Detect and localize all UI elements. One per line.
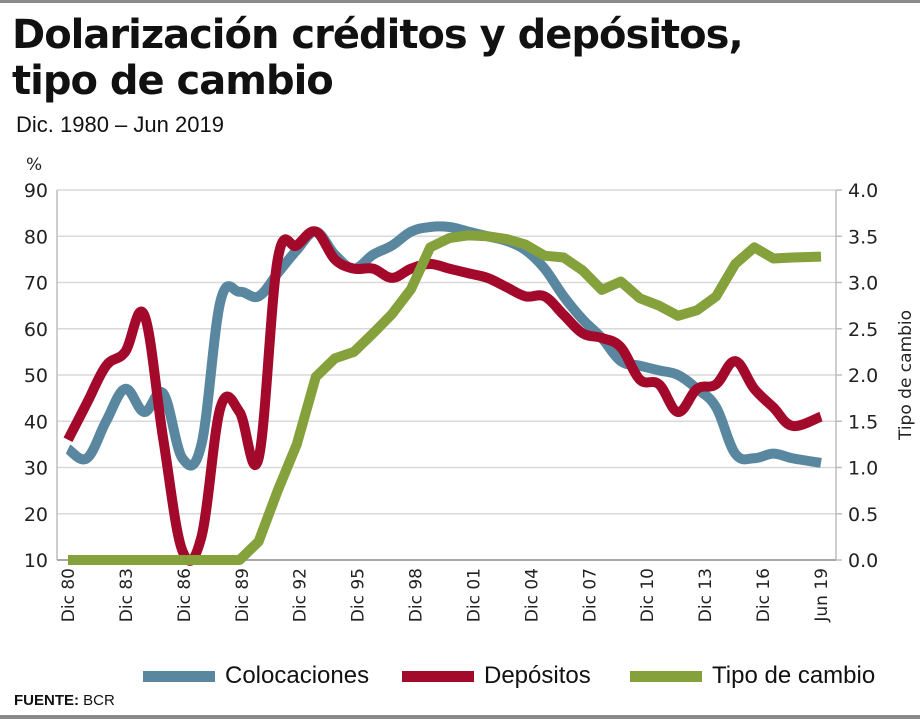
- x-tick-label: Dic 89: [233, 568, 253, 622]
- y-tick-left-label: 40: [24, 411, 48, 433]
- top-border: [0, 0, 920, 3]
- source-note: FUENTE: BCR: [14, 692, 115, 709]
- bottom-border: [0, 715, 920, 719]
- y-tick-right-label: 2.0: [848, 365, 878, 387]
- y-tick-right-label: 1.0: [848, 458, 878, 480]
- gridlines: [57, 189, 836, 515]
- y-axis-right-ticks: 4.0 3.5 3.0 2.5 2.0 1.5 1.0 0.5 0.0: [848, 180, 878, 572]
- y-tick-right-label: 4.0: [848, 180, 878, 202]
- y-tick-left-label: 30: [24, 458, 48, 480]
- series-line-tipo-de-cambio: [68, 230, 822, 565]
- legend-item-colocaciones: Colocaciones: [143, 662, 369, 690]
- y-axis-right-label: Tipo de cambio: [896, 310, 916, 441]
- x-tick-label: Dic 04: [522, 568, 542, 622]
- chart-subtitle: Dic. 1980 – Jun 2019: [16, 112, 224, 137]
- x-tick-label: Dic 92: [291, 568, 311, 622]
- legend-swatch-colocaciones: [143, 670, 215, 682]
- legend: Colocaciones Depósitos Tipo de cambio: [0, 662, 920, 692]
- x-tick-label: Dic 07: [580, 568, 600, 622]
- y-tick-left-label: 20: [24, 504, 48, 526]
- legend-swatch-depositos: [402, 670, 474, 682]
- chart-title-line2: tipo de cambio: [12, 58, 334, 104]
- legend-item-depositos: Depósitos: [402, 662, 591, 690]
- y-tick-left-label: 50: [24, 365, 48, 387]
- source-value: BCR: [79, 692, 115, 709]
- y-tick-right-label: 0.5: [848, 504, 878, 526]
- legend-swatch-tipo-de-cambio: [630, 670, 702, 682]
- series-lines: [63, 221, 823, 566]
- x-tick-label: Dic 13: [696, 568, 716, 622]
- legend-label-colocaciones: Colocaciones: [225, 662, 370, 689]
- x-tick-label: Dic 83: [117, 568, 137, 622]
- y-axis-left-ticks: 90 80 70 60 50 40 30 20 10: [24, 180, 48, 572]
- source-label: FUENTE:: [14, 692, 79, 709]
- series-line-colocaciones: [65, 221, 822, 471]
- chart-title-line1: Dolarización créditos y depósitos,: [12, 12, 744, 58]
- legend-label-tipo-de-cambio: Tipo de cambio: [712, 662, 876, 689]
- y-tick-right-label: 3.0: [848, 273, 878, 295]
- x-tick-label: Dic 98: [407, 568, 427, 622]
- x-tick-label: Dic 16: [754, 568, 774, 622]
- x-tick-label: Dic 80: [59, 568, 79, 622]
- x-tick-label: Jun 19: [812, 568, 832, 623]
- y-tick-right-label: 3.5: [848, 226, 878, 248]
- y-tick-left-label: 70: [24, 273, 48, 295]
- y-tick-right-label: 1.5: [848, 411, 878, 433]
- x-tick-label: Dic 01: [464, 568, 484, 622]
- chart-title: Dolarización créditos y depósitos, tipo …: [12, 12, 744, 104]
- y-tick-left-label: 60: [24, 319, 48, 341]
- x-tick-label: Dic 86: [175, 568, 195, 622]
- legend-label-depositos: Depósitos: [484, 662, 591, 689]
- y-tick-right-label: 2.5: [848, 319, 878, 341]
- x-tick-label: Dic 95: [349, 568, 369, 622]
- x-axis-ticks: Dic 80 Dic 83 Dic 86 Dic 89 Dic 92 Dic 95 Dic …: [59, 568, 832, 623]
- y-tick-left-label: 80: [24, 226, 48, 248]
- y-tick-left-label: 10: [24, 550, 48, 572]
- y-tick-right-label: 0.0: [848, 550, 878, 572]
- y-axis-left-label: %: [26, 155, 42, 175]
- y-tick-left-label: 90: [24, 180, 48, 202]
- legend-item-tipo-de-cambio: Tipo de cambio: [630, 662, 875, 690]
- x-tick-label: Dic 10: [638, 568, 658, 622]
